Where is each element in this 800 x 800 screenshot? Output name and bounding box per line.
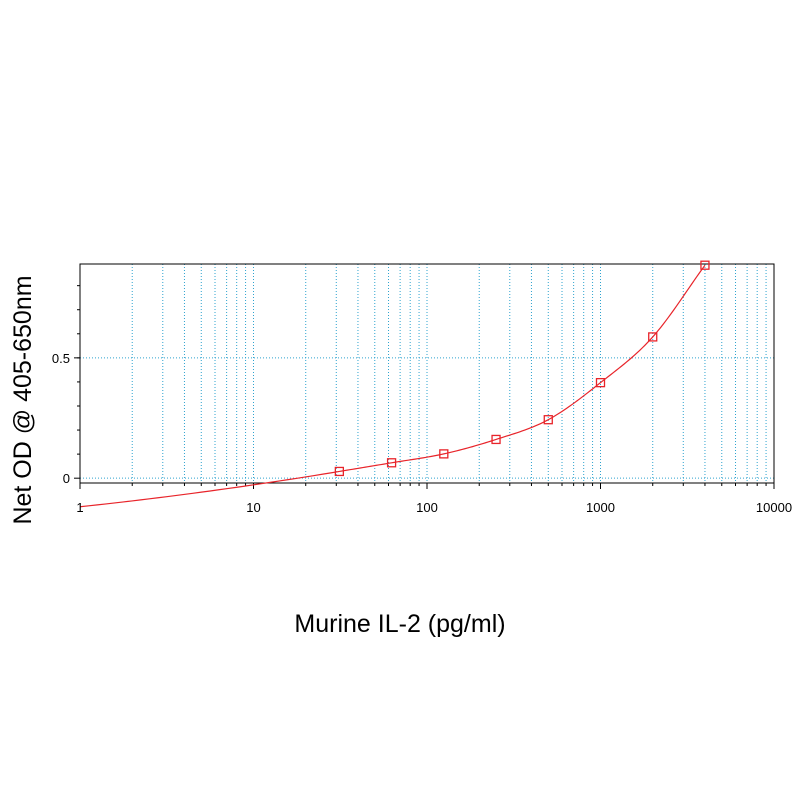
data-point bbox=[491, 434, 501, 445]
data-point bbox=[439, 449, 449, 459]
fit-curve bbox=[79, 264, 706, 508]
x-tick-labels: 1 10 100 1000 10000 bbox=[76, 500, 792, 515]
data-point bbox=[595, 377, 606, 388]
data-point bbox=[386, 458, 397, 468]
x-tick-label: 100 bbox=[416, 500, 438, 515]
x-axis-ticks bbox=[79, 483, 775, 489]
data-point bbox=[700, 260, 710, 270]
data-point bbox=[648, 332, 658, 342]
y-tick-labels: 00.5 bbox=[52, 351, 70, 486]
x-tick-label: 1000 bbox=[586, 500, 615, 515]
y-axis-title: Net OD @ 405-650nm bbox=[9, 275, 37, 524]
grid-lines bbox=[80, 264, 774, 483]
data-point bbox=[334, 466, 345, 477]
y-tick-label: 0 bbox=[63, 471, 70, 486]
y-tick-label: 0.5 bbox=[52, 351, 70, 366]
x-tick-label: 10000 bbox=[756, 500, 792, 515]
x-tick-label: 10 bbox=[246, 500, 260, 515]
data-points bbox=[334, 260, 710, 477]
y-axis-ticks bbox=[74, 285, 80, 479]
data-point bbox=[543, 415, 553, 425]
x-tick-label: 1 bbox=[76, 500, 83, 515]
x-axis-title: Murine IL-2 (pg/ml) bbox=[294, 610, 505, 638]
fit-curve-group bbox=[79, 264, 706, 508]
